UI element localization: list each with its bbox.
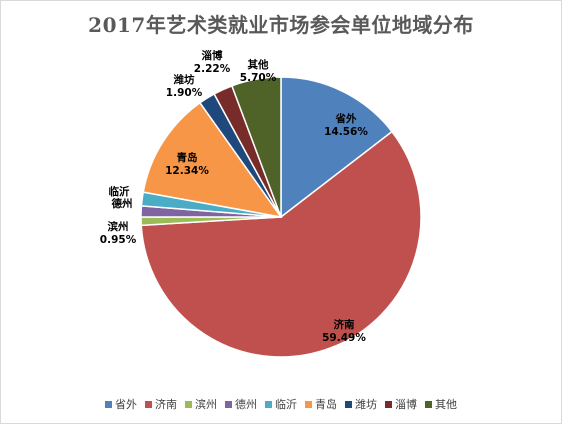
slice-label-value: 14.56% <box>324 126 368 138</box>
legend-swatch <box>345 400 352 408</box>
legend-swatch <box>185 400 192 408</box>
slice-label-name: 济南 <box>334 318 355 331</box>
legend-item: 临沂 <box>265 396 297 412</box>
legend-label: 济南 <box>155 398 177 411</box>
legend-swatch <box>305 400 312 408</box>
slice-label-name: 省外 <box>335 112 357 125</box>
slice-label-value: 1.90% <box>166 87 203 99</box>
legend-swatch <box>105 400 112 408</box>
slice-label-value: 0.95% <box>100 234 137 246</box>
chart-title: 2017年艺术类就业市场参会单位地域分布 <box>88 13 474 37</box>
legend-swatch <box>385 400 392 408</box>
legend-label: 其他 <box>435 398 457 411</box>
pie-slice-9 <box>230 76 282 218</box>
legend-label: 省外 <box>115 398 137 411</box>
chart-legend: 省外 济南 滨州 德州 临沂 青岛 潍坊 淄博 其他 <box>1 396 561 412</box>
legend-item: 省外 <box>105 396 137 412</box>
legend-label: 青岛 <box>315 398 337 411</box>
legend-swatch <box>425 400 432 408</box>
slice-label-name: 淄博 <box>202 49 223 62</box>
legend-item: 淄博 <box>385 396 417 412</box>
legend-item: 滨州 <box>185 396 217 412</box>
slice-label-name: 潍坊 <box>173 73 195 86</box>
legend-item: 济南 <box>145 396 177 412</box>
legend-label: 潍坊 <box>355 398 377 411</box>
legend-swatch <box>145 400 152 408</box>
slice-label-value: 59.49% <box>322 332 366 344</box>
legend-item: 潍坊 <box>345 396 377 412</box>
legend-swatch <box>225 400 232 408</box>
legend-label: 淄博 <box>395 398 417 411</box>
legend-item: 其他 <box>425 396 457 412</box>
slice-label-value: 5.70% <box>240 72 277 84</box>
slice-label-name: 青岛 <box>177 151 198 164</box>
slice-label-value: 12.34% <box>165 165 209 177</box>
pie-slice-2 <box>140 130 422 358</box>
slice-label-name: 临沂 <box>109 185 130 198</box>
legend-label: 德州 <box>235 398 257 411</box>
slice-label-name: 滨州 <box>108 220 129 233</box>
slice-label-value: 2.22% <box>194 63 231 75</box>
legend-item: 德州 <box>225 396 257 412</box>
pie-slice-6 <box>142 101 283 219</box>
legend-swatch <box>265 400 272 408</box>
slice-label-name: 其他 <box>248 58 269 71</box>
pie-slice-1 <box>280 76 393 219</box>
legend-label: 临沂 <box>275 398 297 411</box>
slice-label-name: 德州 <box>111 197 133 210</box>
legend-item: 青岛 <box>305 396 337 412</box>
legend-label: 滨州 <box>195 398 217 411</box>
